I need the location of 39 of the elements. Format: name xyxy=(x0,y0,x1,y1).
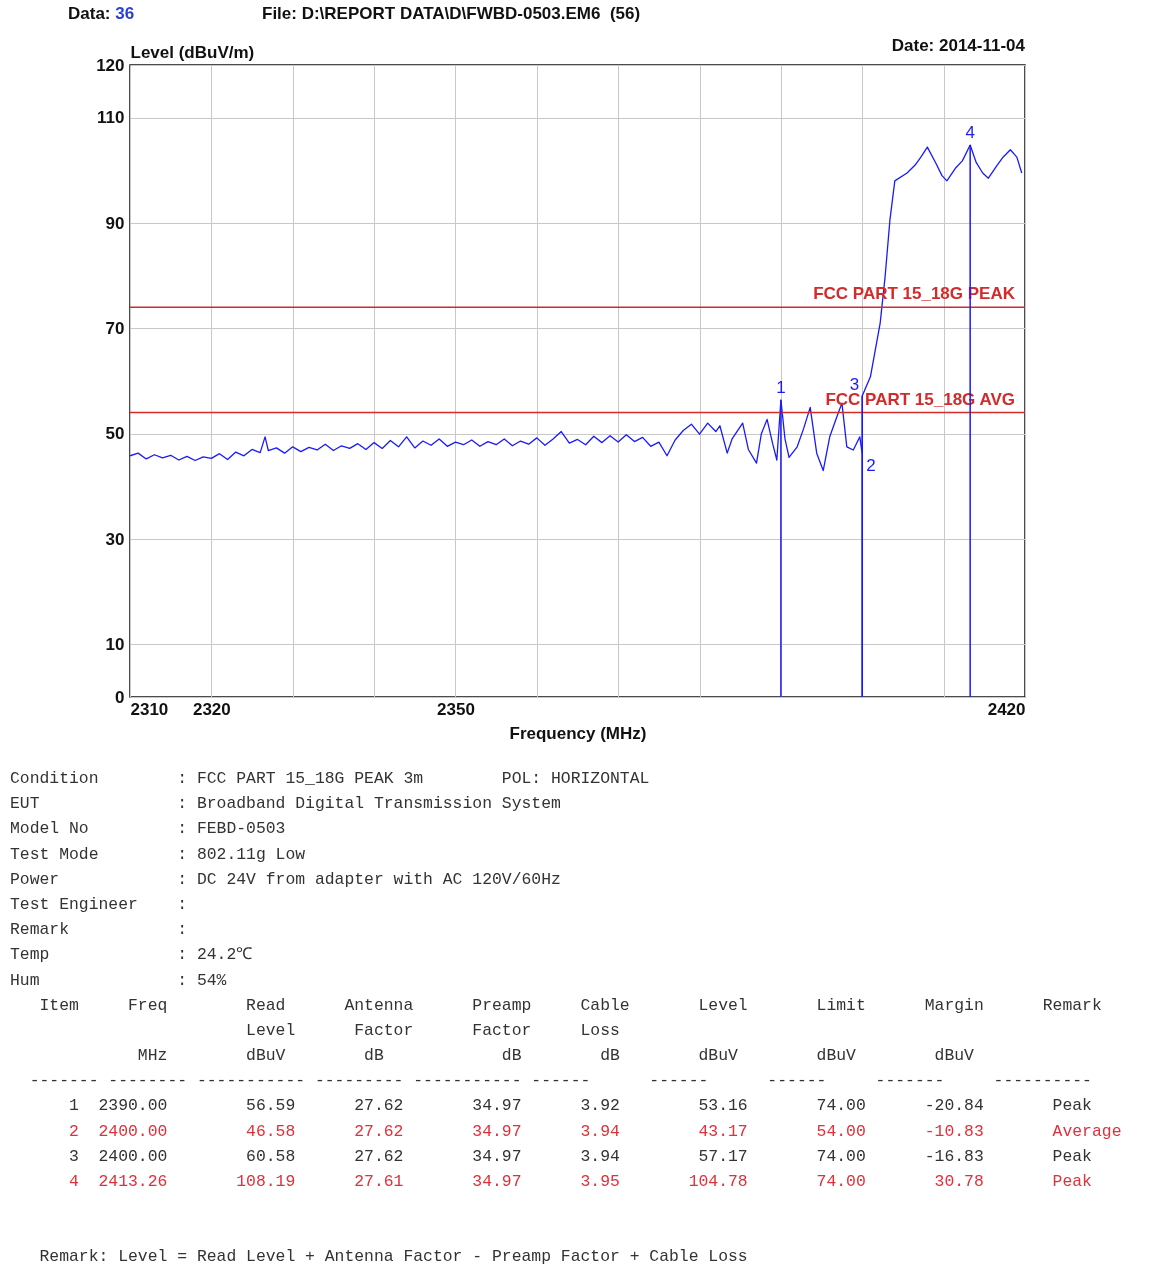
text: Test Engineer : xyxy=(10,893,189,916)
annotation: 4 xyxy=(965,123,975,143)
text: 2 2400.00 46.58 27.62 34.97 3.94 43.17 54.00 -10.83 Average xyxy=(68,1120,1122,1143)
text: Test Mode : 802.11g Low xyxy=(10,843,307,866)
text: Data: 36 xyxy=(68,4,135,23)
text: Level Factor Factor Loss xyxy=(245,1019,621,1042)
text: Condition : FCC PART 15_18G PEAK 3m POL: HORIZONTAL xyxy=(10,768,651,790)
annotation: 3 xyxy=(849,374,860,394)
text: 1 2390.00 56.59 27.62 34.97 3.92 53.16 74.00 -20.84 Peak xyxy=(68,1095,1093,1118)
x-tick-label: 2350 xyxy=(437,699,475,719)
text: Power : DC 24V from adapter with AC 120V/60Hz xyxy=(10,868,562,891)
chart-title: File: D:\REPORT DATA\D\FWBD-0503.EM6 (56) xyxy=(262,4,641,24)
text: MHz dBuV dB dB dB dBuV dBuV dBuV xyxy=(136,1045,975,1068)
text: EUT : Broadband Digital Transmission System xyxy=(10,793,562,816)
annotation: 2 xyxy=(866,455,876,475)
text: 4 2413.26 108.19 27.61 34.97 3.95 104.78 74.00 30.78 Peak xyxy=(68,1171,1093,1193)
annotation: 1 xyxy=(776,377,786,397)
text: 3 2400.00 60.58 27.62 34.97 3.94 57.17 74.00 -16.83 Peak xyxy=(68,1145,1093,1168)
y-tick-label: 90 xyxy=(105,213,125,233)
text: ------- -------- ----------- --------- ----------- ------ ------ ------ ------- ---------- xyxy=(28,1070,1093,1093)
text: Temp : 24.2℃ xyxy=(10,944,254,967)
y-tick-label: 120 xyxy=(96,55,125,75)
y-tick-label: 10 xyxy=(105,634,125,654)
y-tick-label: 30 xyxy=(105,529,125,549)
x-tick-label: 2420 xyxy=(987,699,1026,719)
y-tick-label: 110 xyxy=(97,108,125,128)
y-tick-label: 0 xyxy=(115,687,125,707)
x-tick-label: 2310 xyxy=(130,699,169,719)
text: Date: 2014-11-04 xyxy=(891,36,1025,56)
y-tick-label: 70 xyxy=(105,318,125,338)
text: Hum : 54% xyxy=(10,969,228,992)
text: Model No : FEBD-0503 xyxy=(10,818,287,841)
x-tick-label: 2320 xyxy=(192,699,231,719)
text: Remark: Level = Read Level + Antenna Factor - Preamp Factor + Cable Loss xyxy=(38,1246,749,1269)
text: Item Freq Read Antenna Preamp Cable Level Limit Margin Remark xyxy=(38,994,1103,1017)
y-axis-title: Level (dBuV/m) xyxy=(130,42,255,62)
y-tick-label: 50 xyxy=(105,424,125,444)
text: Remark : xyxy=(10,919,189,942)
x-axis-title: Frequency (MHz) xyxy=(509,723,647,743)
